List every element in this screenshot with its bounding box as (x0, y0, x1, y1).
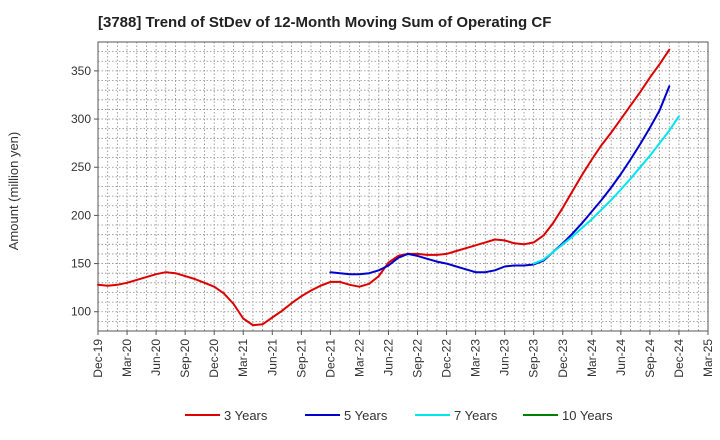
y-axis-label: Amount (million yen) (6, 132, 21, 251)
plot-frame (97, 41, 709, 332)
legend: 3 Years 5 Years 7 Years 10 Years (185, 408, 613, 423)
x-tick-label: Jun-20 (149, 339, 163, 376)
x-tick-label: Jun-21 (265, 339, 279, 376)
x-tick-label: Dec-24 (672, 339, 686, 378)
x-tick-label: Sep-23 (527, 339, 541, 378)
x-tick-label: Dec-20 (207, 339, 221, 378)
x-tick-label: Sep-22 (411, 339, 425, 378)
legend-label: 7 Years (454, 408, 498, 423)
x-tick-label: Jun-22 (381, 339, 395, 376)
legend-label: 10 Years (562, 408, 613, 423)
series-line-3-years (97, 48, 671, 327)
y-tick-label: 150 (71, 257, 91, 271)
x-tick-label: Sep-20 (178, 339, 192, 378)
x-tick-label: Dec-21 (323, 339, 337, 378)
x-tick-label: Mar-24 (585, 339, 599, 377)
x-tick-label: Mar-21 (236, 339, 250, 377)
y-tick-label: 250 (71, 160, 91, 174)
x-tick-label: Dec-22 (440, 339, 454, 378)
y-tick-label: 300 (71, 112, 91, 126)
x-tick-label: Dec-23 (556, 339, 570, 378)
x-tick-label: Mar-25 (701, 339, 715, 377)
chart-title: [3788] Trend of StDev of 12-Month Moving… (98, 14, 551, 31)
series-line-7-years (532, 115, 680, 265)
x-tick-label: Jun-23 (498, 339, 512, 376)
y-tick-label: 200 (71, 208, 91, 222)
series-line-5-years (329, 85, 671, 276)
x-tick-label: Mar-22 (352, 339, 366, 377)
legend-label: 3 Years (224, 408, 268, 423)
y-tick-label: 350 (71, 64, 91, 78)
x-tick-label: Mar-23 (469, 339, 483, 377)
x-tick-label: Sep-24 (643, 339, 657, 378)
plot-area: 100 150 200 250 300 350 Dec-19 Mar-20 Jun-20 Sep-… (71, 41, 715, 378)
legend-label: 5 Years (344, 408, 388, 423)
x-tick-label: Dec-19 (91, 339, 105, 378)
y-tick-label: 100 (71, 305, 91, 319)
x-tick-label: Sep-21 (294, 339, 308, 378)
x-tick-label: Jun-24 (614, 339, 628, 376)
x-tick-label: Mar-20 (120, 339, 134, 377)
